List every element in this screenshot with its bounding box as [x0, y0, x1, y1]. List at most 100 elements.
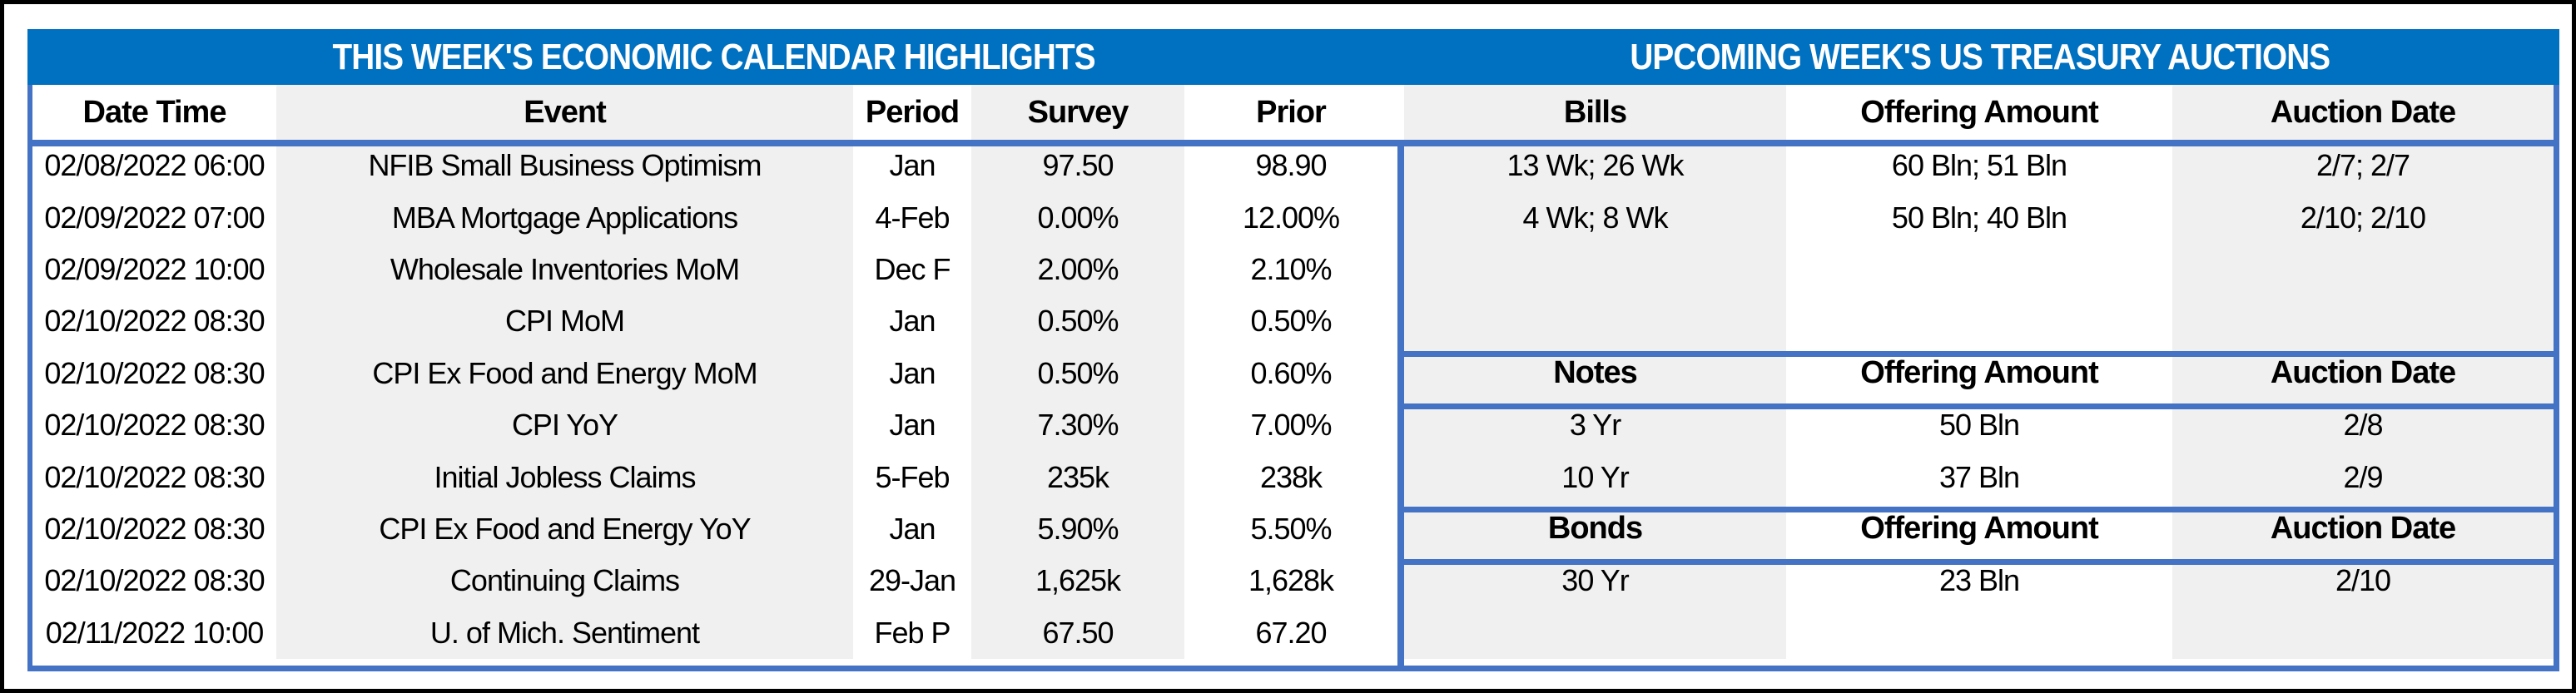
bills-header-row: Bills Offering Amount Auction Date: [1404, 85, 2554, 140]
event-cell: MBA Mortgage Applications: [276, 191, 853, 244]
auctions-title: UPCOMING WEEK'S US TREASURY AUCTIONS: [1400, 29, 2559, 85]
empty-row: [1404, 243, 2554, 296]
survey-cell: 235k: [971, 451, 1184, 503]
notes-row: 10 Yr 37 Bln 2/9: [1404, 451, 2554, 503]
prior-cell: 0.50%: [1184, 295, 1397, 348]
calendar-row: 02/08/2022 06:00 NFIB Small Business Opt…: [32, 140, 1397, 192]
calendar-row: 02/11/2022 10:00 U. of Mich. Sentiment F…: [32, 606, 1397, 659]
bonds-header-underline: [1397, 559, 2559, 565]
date-cell: 02/10/2022 08:30: [32, 398, 276, 452]
calendar-row: 02/09/2022 10:00 Wholesale Inventories M…: [32, 243, 1397, 296]
period-cell: Jan: [853, 502, 971, 556]
left-table-border: [27, 85, 32, 671]
offering-cell: 60 Bln; 51 Bln: [1786, 140, 2172, 192]
event-cell: U. of Mich. Sentiment: [276, 606, 853, 659]
prior-cell: 67.20: [1184, 606, 1397, 659]
period-cell: Dec F: [853, 243, 971, 296]
survey-cell: 7.30%: [971, 398, 1184, 452]
empty-row: [1404, 295, 2554, 348]
survey-cell: 0.00%: [971, 191, 1184, 244]
table-area: THIS WEEK'S ECONOMIC CALENDAR HIGHLIGHTS…: [27, 29, 2559, 671]
auction-date-header: Auction Date: [2172, 85, 2554, 140]
prior-cell: 0.60%: [1184, 347, 1397, 399]
period-cell: 29-Jan: [853, 555, 971, 607]
empty-cell: [1404, 295, 1786, 348]
prior-cell: 7.00%: [1184, 398, 1397, 452]
event-cell: Wholesale Inventories MoM: [276, 243, 853, 296]
auctions-title-text: UPCOMING WEEK'S US TREASURY AUCTIONS: [1630, 36, 2330, 77]
prior-cell: 98.90: [1184, 140, 1397, 192]
date-cell: 02/09/2022 07:00: [32, 191, 276, 244]
calendar-title: THIS WEEK'S ECONOMIC CALENDAR HIGHLIGHTS: [27, 29, 1400, 85]
event-cell: Continuing Claims: [276, 555, 853, 607]
calendar-row: 02/10/2022 08:30 CPI Ex Food and Energy …: [32, 502, 1397, 556]
event-cell: CPI Ex Food and Energy MoM: [276, 347, 853, 399]
bills-notes-separator: [1397, 351, 2559, 357]
date-cell: 02/10/2022 08:30: [32, 451, 276, 503]
empty-cell: [2172, 606, 2554, 659]
calendar-row: 02/09/2022 07:00 MBA Mortgage Applicatio…: [32, 191, 1397, 244]
survey-cell: 97.50: [971, 140, 1184, 192]
survey-cell: 67.50: [971, 606, 1184, 659]
date-cell: 02/10/2022 08:30: [32, 555, 276, 607]
calendar-row: 02/10/2022 08:30 CPI MoM Jan 0.50% 0.50%: [32, 295, 1397, 348]
prior-header: Prior: [1184, 85, 1397, 140]
calendar-row: 02/10/2022 08:30 CPI Ex Food and Energy …: [32, 347, 1397, 399]
survey-cell: 2.00%: [971, 243, 1184, 296]
event-cell: CPI YoY: [276, 398, 853, 452]
auction-date-cell: 2/10; 2/10: [2172, 191, 2554, 244]
empty-cell: [2172, 295, 2554, 348]
prior-cell: 238k: [1184, 451, 1397, 503]
period-cell: 4-Feb: [853, 191, 971, 244]
survey-header: Survey: [971, 85, 1184, 140]
survey-cell: 1,625k: [971, 555, 1184, 607]
notes-header-underline: [1397, 403, 2559, 409]
economic-calendar-table: Date Time Event Period Survey Prior 02/0…: [32, 85, 1397, 659]
security-cell: 10 Yr: [1404, 451, 1786, 503]
period-cell: Jan: [853, 347, 971, 399]
header-underline: [27, 140, 2559, 146]
offering-amount-header: Offering Amount: [1786, 85, 2172, 140]
prior-cell: 2.10%: [1184, 243, 1397, 296]
offering-cell: 37 Bln: [1786, 451, 2172, 503]
bottom-table-border: [27, 666, 2559, 671]
date-cell: 02/11/2022 10:00: [32, 606, 276, 659]
bills-row: 13 Wk; 26 Wk 60 Bln; 51 Bln 2/7; 2/7: [1404, 140, 2554, 192]
empty-cell: [1404, 606, 1786, 659]
prior-cell: 12.00%: [1184, 191, 1397, 244]
offering-cell: 50 Bln; 40 Bln: [1786, 191, 2172, 244]
period-header: Period: [853, 85, 971, 140]
calendar-row: 02/10/2022 08:30 Continuing Claims 29-Ja…: [32, 555, 1397, 607]
date-cell: 02/10/2022 08:30: [32, 502, 276, 556]
date-cell: 02/10/2022 08:30: [32, 295, 276, 348]
period-cell: Jan: [853, 140, 971, 192]
empty-cell: [1786, 606, 2172, 659]
date-cell: 02/08/2022 06:00: [32, 140, 276, 192]
event-cell: Initial Jobless Claims: [276, 451, 853, 503]
survey-cell: 5.90%: [971, 502, 1184, 556]
survey-cell: 0.50%: [971, 347, 1184, 399]
treasury-auctions-table: Bills Offering Amount Auction Date 13 Wk…: [1404, 85, 2554, 659]
event-cell: NFIB Small Business Optimism: [276, 140, 853, 192]
security-cell: 13 Wk; 26 Wk: [1404, 140, 1786, 192]
date-time-header: Date Time: [32, 85, 276, 140]
period-cell: Feb P: [853, 606, 971, 659]
calendar-header-row: Date Time Event Period Survey Prior: [32, 85, 1397, 140]
event-cell: CPI Ex Food and Energy YoY: [276, 502, 853, 556]
empty-cell: [1404, 243, 1786, 296]
date-cell: 02/10/2022 08:30: [32, 347, 276, 399]
title-bar: THIS WEEK'S ECONOMIC CALENDAR HIGHLIGHTS…: [27, 29, 2559, 85]
event-header: Event: [276, 85, 853, 140]
survey-cell: 0.50%: [971, 295, 1184, 348]
bills-row: 4 Wk; 8 Wk 50 Bln; 40 Bln 2/10; 2/10: [1404, 191, 2554, 244]
empty-cell: [2172, 243, 2554, 296]
empty-row: [1404, 606, 2554, 659]
period-cell: 5-Feb: [853, 451, 971, 503]
auction-date-cell: 2/7; 2/7: [2172, 140, 2554, 192]
event-cell: CPI MoM: [276, 295, 853, 348]
calendar-title-text: THIS WEEK'S ECONOMIC CALENDAR HIGHLIGHTS: [332, 36, 1095, 77]
bills-header: Bills: [1404, 85, 1786, 140]
empty-cell: [1786, 243, 2172, 296]
calendar-row: 02/10/2022 08:30 Initial Jobless Claims …: [32, 451, 1397, 503]
